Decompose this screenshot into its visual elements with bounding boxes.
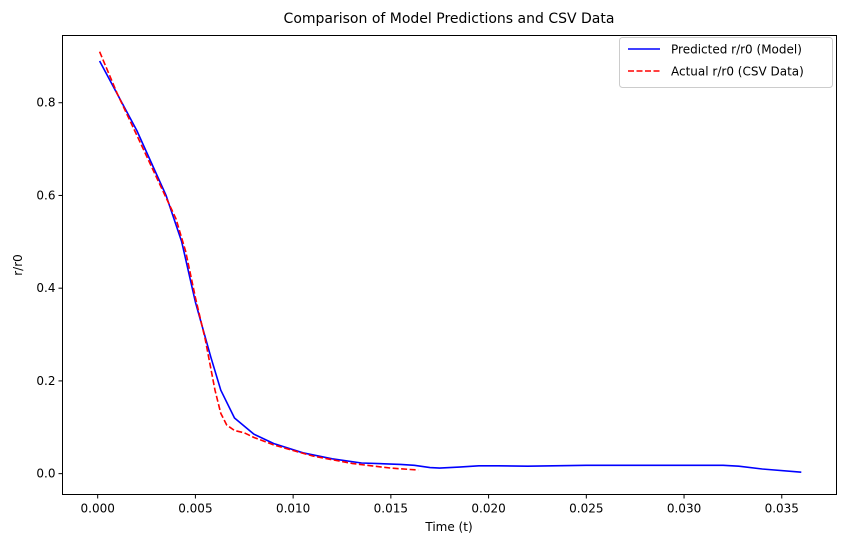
x-tick-label: 0.025	[569, 502, 603, 516]
plot-area	[98, 51, 802, 473]
chart-title: Comparison of Model Predictions and CSV …	[284, 11, 615, 27]
x-tick-label: 0.035	[765, 502, 799, 516]
y-tick-label: 0.2	[36, 374, 55, 388]
x-tick-label: 0.000	[81, 502, 115, 516]
legend-label-predicted: Predicted r/r0 (Model)	[671, 43, 802, 57]
x-tick-label: 0.020	[471, 502, 505, 516]
x-tick-label: 0.010	[276, 502, 310, 516]
x-tick-label: 0.005	[178, 502, 212, 516]
legend: Predicted r/r0 (Model) Actual r/r0 (CSV …	[619, 37, 833, 88]
x-tick-label: 0.030	[667, 502, 701, 516]
x-tick-label: 0.015	[374, 502, 408, 516]
y-tick-label: 0.0	[36, 467, 55, 481]
y-axis: 0.0 0.2 0.4 0.6 0.8	[36, 96, 63, 481]
y-tick-label: 0.6	[36, 188, 55, 202]
plot-frame	[62, 35, 837, 495]
y-tick-label: 0.8	[36, 96, 55, 110]
legend-label-actual: Actual r/r0 (CSV Data)	[671, 65, 804, 79]
x-axis: 0.000 0.005 0.010 0.015 0.020 0.025 0.030 0.035	[81, 494, 799, 516]
y-axis-label: r/r0	[11, 254, 25, 276]
x-axis-label: Time (t)	[424, 520, 472, 534]
legend-box	[619, 37, 833, 88]
y-tick-label: 0.4	[36, 281, 55, 295]
